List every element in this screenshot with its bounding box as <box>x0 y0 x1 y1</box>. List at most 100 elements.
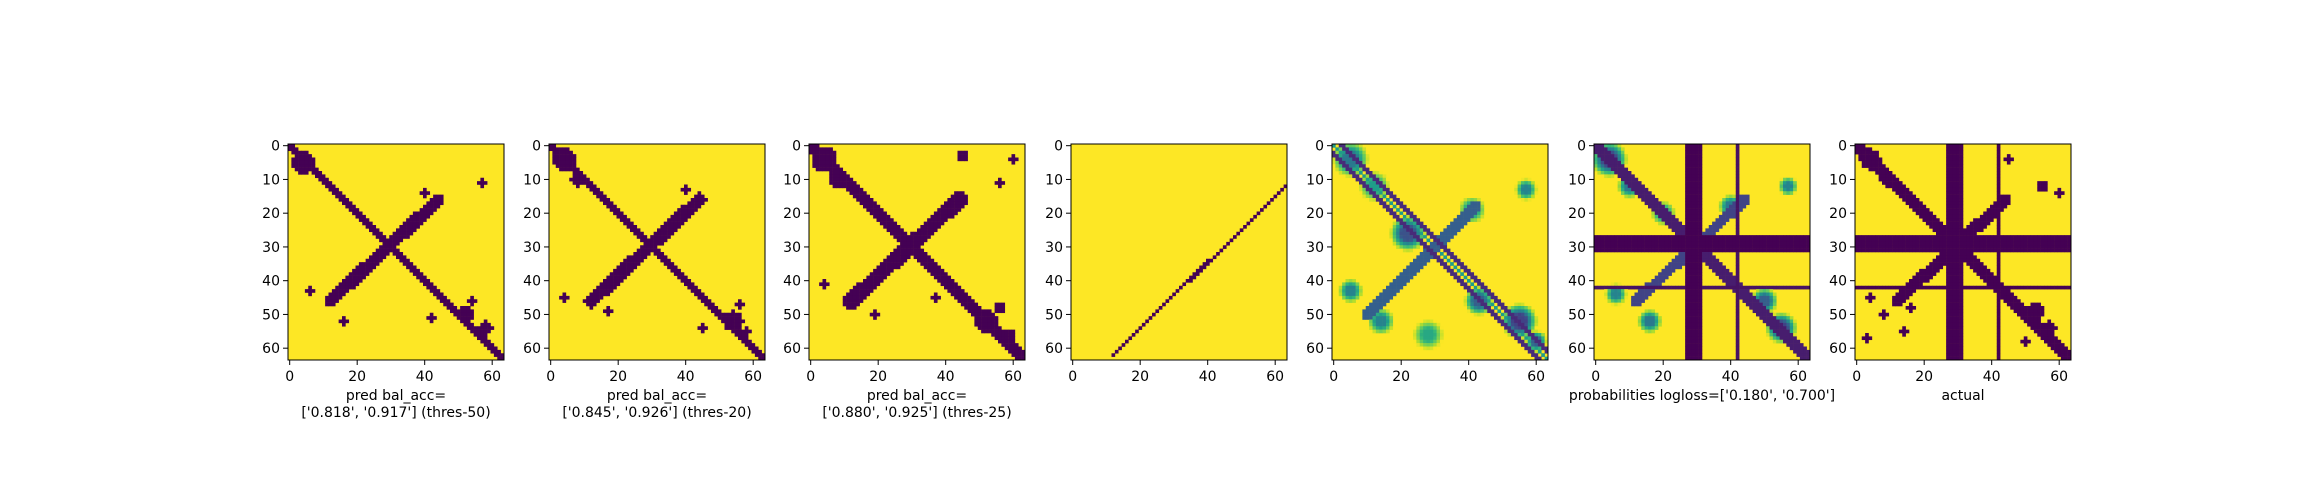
heatmap-cell <box>369 262 373 266</box>
heatmap-cell <box>1708 225 1713 229</box>
heatmap-cell <box>1419 262 1424 266</box>
heatmap-cell <box>734 333 739 337</box>
heatmap-cell <box>1450 231 1454 236</box>
heatmap-cell <box>900 228 904 233</box>
heatmap-cell <box>426 316 431 320</box>
heatmap-cell <box>592 302 597 307</box>
heatmap-cell <box>1762 235 1767 239</box>
heatmap-cell <box>825 154 830 158</box>
heatmap-cell <box>1983 235 1987 239</box>
heatmap-cell <box>1909 235 1913 239</box>
heatmap-cell <box>1443 238 1448 243</box>
heatmap-cell <box>1416 255 1421 260</box>
heatmap-cell <box>913 248 918 253</box>
heatmap-cell <box>893 248 898 253</box>
heatmap-cell <box>1695 241 1699 246</box>
heatmap-cell <box>1769 336 1774 341</box>
heatmap-cell <box>1695 258 1699 263</box>
heatmap-cell <box>463 319 468 324</box>
heatmap-cell <box>2047 235 2052 239</box>
heatmap-cell <box>1527 181 1532 185</box>
heatmap-cell <box>1956 221 1960 226</box>
heatmap-cell <box>412 211 417 216</box>
heatmap-cell <box>883 265 887 270</box>
heatmap-cell <box>944 201 948 206</box>
heatmap-cell <box>1885 238 1890 243</box>
heatmap-cell <box>2023 285 2028 290</box>
heatmap-cell <box>1979 268 1984 273</box>
heatmap-cell <box>1675 265 1679 270</box>
heatmap-cell <box>1878 235 1883 239</box>
heatmap-cell <box>2033 241 2038 246</box>
heatmap-cell <box>1969 228 1974 233</box>
heatmap-cell <box>967 309 972 314</box>
heatmap-cell <box>1783 187 1787 192</box>
heatmap-cell <box>1952 208 1957 212</box>
heatmap-cell <box>1597 154 1602 158</box>
heatmap-cell <box>1895 238 1900 243</box>
heatmap-cell <box>910 231 914 236</box>
heatmap-cell <box>559 295 563 300</box>
heatmap-cell <box>1162 302 1166 307</box>
heatmap-cell <box>1932 262 1937 266</box>
heatmap-cell <box>1362 184 1367 189</box>
heatmap-cell <box>338 194 343 199</box>
heatmap-cell <box>1895 292 1900 297</box>
heatmap-cell <box>1175 289 1180 293</box>
heatmap-cell <box>1929 272 1933 276</box>
heatmap-cell <box>991 329 995 334</box>
heatmap-cell <box>2020 238 2025 243</box>
heatmap-cell <box>1467 198 1471 202</box>
heatmap-cell <box>1868 295 1873 300</box>
heatmap-cell <box>1691 322 1696 327</box>
heatmap-cell <box>1898 241 1903 246</box>
heatmap-cell <box>473 329 478 334</box>
heatmap-cell <box>389 248 393 253</box>
heatmap-cell <box>1715 218 1720 222</box>
heatmap-cell <box>1905 248 1910 253</box>
heatmap-cell <box>1658 214 1662 219</box>
heatmap-cell <box>1644 295 1649 300</box>
heatmap-cell <box>304 167 309 172</box>
heatmap-cell <box>1789 322 1794 327</box>
heatmap-cell <box>1406 272 1410 276</box>
heatmap-cell <box>338 319 343 324</box>
heatmap-cell <box>1946 167 1950 172</box>
heatmap-cell <box>1001 343 1006 347</box>
heatmap-cell <box>1386 208 1390 212</box>
heatmap-cell <box>1463 214 1468 219</box>
heatmap-cell <box>896 258 901 263</box>
heatmap-cell <box>1976 248 1981 253</box>
heatmap-cell <box>1651 198 1656 202</box>
heatmap-cell <box>1759 292 1764 297</box>
heatmap-cell <box>1409 218 1414 222</box>
heatmap-cell <box>842 171 847 175</box>
heatmap-cell <box>1648 312 1652 317</box>
heatmap-cell <box>1661 235 1666 239</box>
heatmap-cell <box>416 214 420 219</box>
heatmap-cell <box>1688 221 1693 226</box>
heatmap-cell <box>1996 201 2001 206</box>
heatmap-cell <box>1796 285 1801 290</box>
heatmap-cell <box>2040 248 2045 253</box>
heatmap-cell <box>426 204 431 209</box>
heatmap-cell <box>1661 272 1666 276</box>
heatmap-cell <box>1932 238 1937 243</box>
heatmap-cell <box>1769 333 1774 337</box>
heatmap-cell <box>1597 144 1602 148</box>
heatmap-cell <box>1946 292 1950 297</box>
heatmap-cell <box>1735 346 1740 351</box>
heatmap-cell <box>1969 248 1974 253</box>
heatmap-cell <box>1008 339 1012 344</box>
heatmap-cell <box>1688 289 1693 293</box>
heatmap-cell <box>1959 157 1964 162</box>
heatmap-cell <box>1352 299 1356 303</box>
heatmap-cell <box>923 235 928 239</box>
heatmap-cell <box>572 157 577 162</box>
heatmap-cell <box>1993 289 1998 293</box>
heatmap-cell <box>1355 174 1360 179</box>
heatmap-cell <box>866 208 871 212</box>
heatmap-cell <box>1919 275 1923 280</box>
heatmap-cell <box>1929 218 1933 222</box>
heatmap-cell <box>1725 241 1730 246</box>
